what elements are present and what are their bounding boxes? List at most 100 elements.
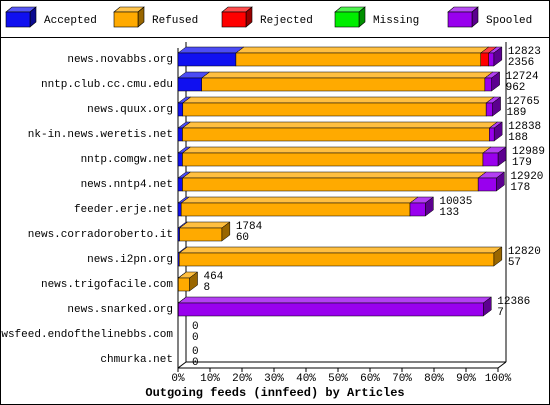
legend-swatch — [5, 11, 31, 28]
bar-front — [489, 127, 495, 142]
accepted-label: 179 — [512, 157, 532, 169]
accepted-label: 189 — [507, 107, 527, 119]
bar-front — [182, 102, 487, 117]
bar-top — [235, 46, 490, 54]
bar-front — [177, 177, 183, 192]
bar-front — [178, 277, 190, 292]
bar-segment — [484, 71, 501, 92]
bar-front — [177, 202, 182, 217]
bar-front — [182, 127, 490, 142]
category-label: nntp.comgw.net — [81, 154, 173, 166]
bar-front — [182, 177, 479, 192]
total-label: 12838 — [508, 121, 541, 133]
legend-label: Spooled — [486, 15, 532, 27]
x-tick-label: 80% — [424, 373, 444, 385]
x-tick-label: 0% — [171, 373, 185, 385]
bar-top — [177, 296, 493, 304]
bar-segment — [177, 46, 245, 67]
bar-top — [182, 96, 495, 104]
total-label: 464 — [204, 271, 224, 283]
legend-label: Refused — [152, 15, 198, 27]
bar-front — [177, 52, 237, 67]
total-label: 0 — [192, 346, 199, 358]
bar-top — [180, 196, 419, 204]
accepted-label: 188 — [508, 132, 528, 144]
total-label: 12765 — [507, 96, 540, 108]
bar-segment — [181, 171, 487, 192]
x-tick-label: 60% — [360, 373, 380, 385]
category-label: news.snarked.org — [67, 304, 173, 316]
bar-segment — [482, 146, 507, 167]
total-label: 12724 — [506, 71, 539, 83]
legend-label: Missing — [373, 15, 419, 27]
bar-front — [182, 152, 484, 167]
bar-segment — [485, 96, 502, 117]
category-label: news.nntp4.net — [81, 179, 173, 191]
total-label: 1784 — [236, 221, 263, 233]
category-label: chmurka.net — [100, 354, 173, 366]
bar-front — [235, 52, 481, 67]
category-label: newsfeed.endofthelinebbs.com — [0, 329, 173, 341]
bar-front — [482, 152, 499, 167]
accepted-label: 60 — [236, 232, 249, 244]
category-label: news.novabbs.org — [67, 54, 173, 66]
bar-front — [179, 252, 495, 267]
x-tick-label: 40% — [296, 373, 316, 385]
bar-segment — [181, 146, 492, 167]
total-label: 12386 — [497, 296, 530, 308]
x-tick-label: 70% — [392, 373, 412, 385]
bar-segment — [409, 196, 435, 217]
category-label: nk-in.news.weretis.net — [28, 129, 173, 141]
x-tick-label: 10% — [200, 373, 220, 385]
bar-front — [177, 102, 184, 117]
accepted-label: 133 — [439, 207, 459, 219]
bar-front — [488, 52, 495, 67]
category-label: news.corradoroberto.it — [28, 229, 173, 241]
category-label: news.i2pn.org — [87, 254, 173, 266]
total-label: 12920 — [510, 171, 543, 183]
total-label: 12823 — [508, 46, 541, 58]
bar-segment — [488, 121, 503, 142]
bar-segment — [177, 296, 493, 317]
bar-front — [485, 102, 493, 117]
bar-front — [179, 227, 223, 242]
bar-top — [177, 46, 245, 54]
bar-front — [177, 77, 202, 92]
bar-top — [181, 171, 487, 179]
bar-top — [181, 146, 492, 154]
legend-label: Rejected — [260, 15, 313, 27]
bar-front — [201, 77, 486, 92]
total-label: 0 — [192, 321, 199, 333]
bar-segment — [200, 71, 494, 92]
accepted-label: 8 — [204, 282, 211, 294]
accepted-label: 178 — [510, 182, 530, 194]
bar-segment — [182, 96, 495, 117]
bar-segment — [181, 121, 499, 142]
floor-right — [497, 361, 507, 369]
bar-front — [477, 177, 497, 192]
accepted-label: 0 — [192, 332, 199, 344]
floor-edge — [177, 361, 187, 369]
bar-segment — [235, 46, 490, 67]
bar-segment — [177, 271, 199, 292]
bar-segment — [477, 171, 506, 192]
total-label: 10035 — [439, 196, 472, 208]
x-tick-label: 30% — [264, 373, 284, 385]
legend-label: Accepted — [44, 15, 97, 27]
bar-front — [180, 202, 411, 217]
bar-segment — [178, 246, 503, 267]
bar-front — [177, 152, 183, 167]
total-label: 12989 — [512, 146, 545, 158]
x-tick-label: 20% — [232, 373, 252, 385]
category-label: news.trigofacile.com — [41, 279, 173, 291]
accepted-label: 962 — [506, 82, 526, 94]
total-label: 12820 — [508, 246, 541, 258]
bar-top — [181, 121, 499, 129]
legend-swatch — [221, 11, 247, 28]
bar-top — [178, 221, 231, 229]
accepted-label: 0 — [192, 357, 199, 369]
bar-top — [200, 71, 494, 79]
accepted-label: 57 — [508, 257, 521, 269]
bar-front — [484, 77, 492, 92]
